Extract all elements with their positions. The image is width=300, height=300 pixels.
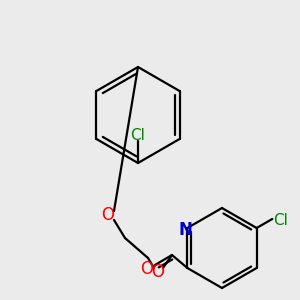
Text: O: O: [140, 260, 154, 278]
Text: N: N: [178, 221, 192, 239]
Text: Cl: Cl: [130, 128, 146, 142]
Text: Cl: Cl: [273, 214, 288, 229]
Text: O: O: [101, 206, 115, 224]
Text: O: O: [152, 263, 164, 281]
